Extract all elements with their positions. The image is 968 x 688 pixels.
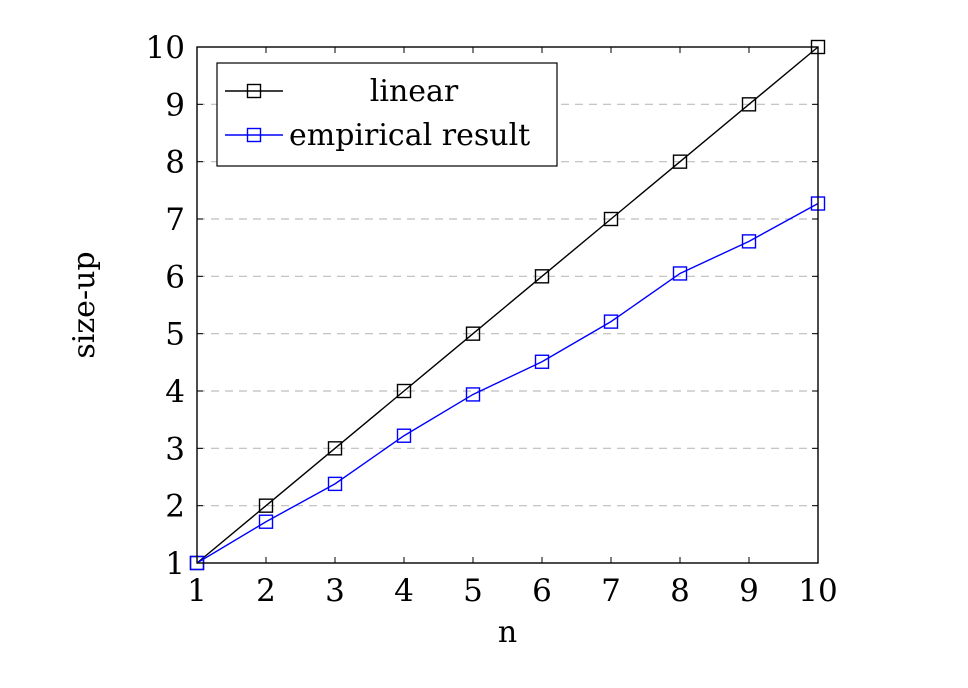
x-axis-label: n — [498, 615, 517, 650]
y-tick-label-2: 2 — [165, 489, 185, 525]
x-tick-label-1: 1 — [187, 573, 207, 609]
axis-ticks — [196, 46, 819, 564]
y-tick-label-7: 7 — [165, 202, 185, 238]
series-0 — [189, 39, 826, 571]
data-point-1-1 — [258, 514, 274, 529]
x-tick-label-4: 4 — [394, 573, 414, 609]
y-tick-label-4: 4 — [165, 374, 185, 410]
y-axis-label: size-up — [67, 251, 102, 358]
data-point-0-7 — [672, 154, 688, 169]
x-tick-label-3: 3 — [325, 573, 345, 609]
data-point-0-2 — [327, 441, 343, 456]
x-tick-label-7: 7 — [601, 573, 621, 609]
data-point-0-1 — [258, 498, 274, 513]
legend-label-1: empirical result — [289, 118, 530, 153]
data-point-1-4 — [465, 387, 481, 402]
y-tick-label-1: 1 — [165, 546, 185, 582]
y-tick-label-10: 10 — [146, 30, 185, 66]
y-tick-label-3: 3 — [165, 431, 185, 467]
data-point-0-3 — [396, 383, 412, 399]
data-point-1-5 — [534, 354, 550, 369]
y-tick-label-5: 5 — [165, 317, 185, 353]
series-line-1 — [196, 202, 819, 564]
data-point-0-8 — [741, 97, 757, 112]
x-tick-label-9: 9 — [739, 573, 759, 609]
data-point-0-4 — [465, 326, 481, 341]
y-tick-label-8: 8 — [165, 145, 185, 181]
series-1 — [189, 196, 826, 571]
data-point-0-6 — [603, 211, 619, 227]
tick-labels: 1 2 3 4 5 6 7 8 9 10 1 2 3 4 5 6 7 8 9 10 — [146, 30, 838, 609]
x-tick-label-5: 5 — [463, 573, 483, 609]
x-tick-label-8: 8 — [670, 573, 690, 609]
legend-box — [216, 62, 558, 167]
series-layer — [189, 39, 826, 571]
x-tick-label-10: 10 — [798, 573, 837, 609]
legend-label-0: linear — [370, 74, 459, 109]
data-point-0-5 — [534, 269, 550, 284]
data-point-1-2 — [327, 476, 343, 492]
data-point-1-3 — [396, 428, 412, 443]
legend-marker-0 — [246, 83, 262, 99]
series-line-0 — [196, 46, 819, 564]
data-point-1-8 — [741, 234, 757, 249]
x-tick-label-6: 6 — [532, 573, 552, 609]
data-point-1-6 — [603, 314, 619, 329]
y-tick-label-9: 9 — [165, 87, 185, 123]
legend-marker-1 — [246, 127, 262, 143]
y-tick-label-6: 6 — [165, 259, 185, 295]
x-tick-label-2: 2 — [256, 573, 276, 609]
legend: linear empirical result — [216, 62, 558, 167]
plot-frame — [196, 46, 819, 564]
data-point-1-7 — [672, 266, 688, 281]
